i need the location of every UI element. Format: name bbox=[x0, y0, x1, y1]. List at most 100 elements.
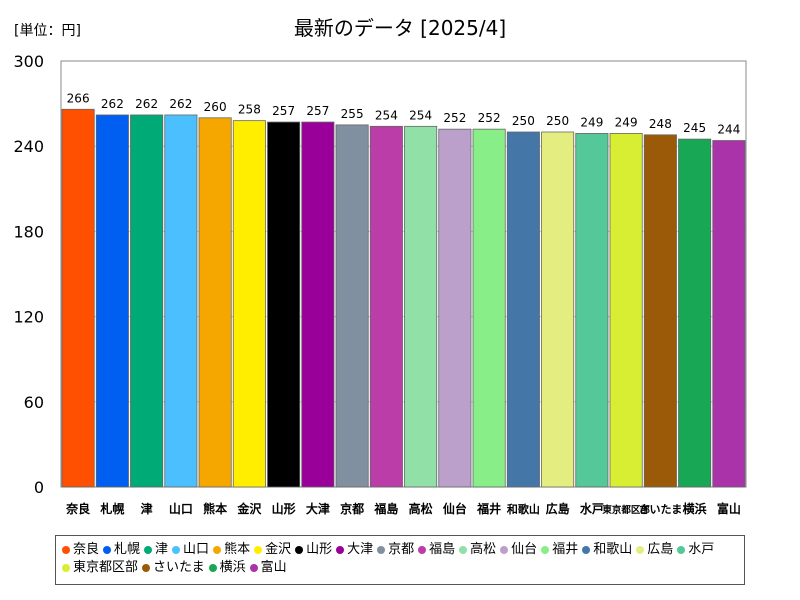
x-tick-label-2: 津 bbox=[141, 501, 153, 516]
data-label-2: 262 bbox=[135, 97, 158, 111]
bar-13 bbox=[506, 131, 540, 488]
legend: 奈良 札幌津山口 熊本 金沢 山形 大津 京都 福島 高松 仙台 福井 和歌山 広島 水戸 東京都区部 さいた… bbox=[55, 535, 745, 585]
x-tick-label-19: 富山 bbox=[717, 501, 741, 516]
data-label-8: 255 bbox=[341, 107, 364, 121]
data-label-12: 252 bbox=[478, 111, 501, 125]
chart-title: 最新のデータ [2025/4] bbox=[293, 16, 507, 40]
legend-item-5: 金沢 bbox=[254, 541, 291, 559]
bar-14 bbox=[541, 131, 575, 488]
x-tick-label-11: 仙台 bbox=[443, 501, 467, 516]
legend-label: 山形 bbox=[306, 542, 333, 557]
x-tick-label-7: 大津 bbox=[306, 501, 330, 516]
x-tick-label-13: 和歌山 bbox=[507, 502, 540, 516]
legend-label: 大津 bbox=[347, 542, 374, 557]
legend-dot-icon bbox=[144, 546, 153, 554]
bar-6 bbox=[267, 121, 301, 488]
bar-17 bbox=[643, 134, 677, 488]
bar-3 bbox=[164, 114, 198, 488]
data-label-17: 248 bbox=[649, 117, 672, 131]
bar-5 bbox=[232, 120, 266, 488]
legend-dot-icon bbox=[62, 564, 70, 572]
data-label-9: 254 bbox=[375, 108, 398, 122]
x-tick-label-18: 横浜 bbox=[683, 501, 707, 516]
legend-dot-icon bbox=[62, 546, 70, 554]
legend-dot-icon bbox=[636, 546, 645, 554]
data-label-5: 258 bbox=[238, 103, 261, 117]
y-tick-label: 120 bbox=[13, 308, 44, 327]
legend-label: 津 bbox=[155, 542, 169, 557]
legend-item-16: 東京都区部 bbox=[62, 559, 138, 577]
legend-dot-icon bbox=[582, 546, 591, 554]
legend-item-0: 奈良 bbox=[62, 541, 99, 559]
legend-item-2: 津 bbox=[144, 541, 168, 559]
plot-frame bbox=[60, 60, 747, 488]
x-tick-label-6: 山形 bbox=[272, 501, 296, 516]
legend-item-10: 高松 bbox=[459, 541, 496, 559]
bar-10 bbox=[404, 125, 438, 488]
legend-label: 高松 bbox=[470, 542, 497, 557]
legend-item-19: 富山 bbox=[249, 559, 287, 577]
unit-label: [単位：円] bbox=[14, 23, 81, 39]
y-tick-label: 300 bbox=[13, 52, 44, 71]
legend-label: 仙台 bbox=[511, 542, 538, 557]
legend-item-15: 水戸 bbox=[677, 541, 714, 559]
bar-12 bbox=[472, 128, 506, 488]
legend-dot-icon bbox=[459, 546, 468, 554]
data-label-6: 257 bbox=[272, 104, 295, 118]
x-tick-label-15: 水戸 bbox=[580, 501, 604, 516]
bar-8 bbox=[335, 124, 369, 488]
bar-11 bbox=[438, 128, 472, 488]
legend-item-6: 山形 bbox=[295, 541, 332, 559]
legend-label: 東京都区部 bbox=[73, 560, 139, 575]
data-label-1: 262 bbox=[101, 97, 124, 111]
x-tick-label-16: 東京都区部 bbox=[601, 504, 650, 516]
legend-label: さいたま bbox=[153, 560, 205, 575]
y-tick-label: 60 bbox=[24, 393, 44, 412]
y-tick-label: 180 bbox=[13, 222, 44, 241]
legend-item-7: 大津 bbox=[336, 541, 373, 559]
legend-item-1: 札幌 bbox=[103, 541, 140, 559]
legend-item-12: 福井 bbox=[541, 541, 578, 559]
data-label-14: 250 bbox=[546, 114, 569, 128]
x-tick-label-10: 高松 bbox=[409, 501, 433, 516]
legend-dot-icon bbox=[249, 564, 258, 572]
legend-dot-icon bbox=[254, 546, 263, 554]
legend-label: 札幌 bbox=[114, 542, 141, 557]
legend-label: 山口 bbox=[183, 542, 210, 557]
data-label-15: 249 bbox=[580, 115, 603, 129]
bar-7 bbox=[301, 121, 335, 488]
legend-item-17: さいたま bbox=[142, 559, 205, 577]
x-axis-labels: 奈良 札幌 津 山口 熊本 金沢 山形 大津 京都 福島 高松 仙台 福井 和歌山 広島 水戸東京都区部さいた… bbox=[65, 501, 741, 516]
legend-dot-icon bbox=[541, 546, 550, 554]
y-tick-label: 0 bbox=[34, 478, 44, 497]
legend-dot-icon bbox=[295, 546, 304, 554]
legend-label: 福島 bbox=[429, 542, 456, 557]
data-label-3: 262 bbox=[169, 97, 192, 111]
bars bbox=[61, 108, 746, 488]
y-tick-label: 240 bbox=[13, 137, 44, 156]
bar-15 bbox=[575, 133, 609, 488]
legend-item-8: 京都 bbox=[377, 541, 414, 559]
data-label-18: 245 bbox=[683, 121, 706, 135]
bar-4 bbox=[198, 117, 232, 488]
legend-label: 富山 bbox=[260, 560, 287, 575]
data-labels: 266 262 262 262 260 258 257 257 255 254 254 252 252 2… bbox=[67, 91, 741, 136]
legend-item-9: 福島 bbox=[418, 541, 455, 559]
bar-9 bbox=[369, 125, 403, 488]
legend-item-3: 山口 bbox=[172, 541, 209, 559]
y-axis-ticks: 0 60 120 180 240 300 bbox=[13, 52, 44, 497]
data-label-19: 244 bbox=[717, 123, 740, 137]
legend-label: 熊本 bbox=[224, 542, 251, 557]
legend-item-4: 熊本 bbox=[213, 541, 250, 559]
legend-dot-icon bbox=[213, 546, 222, 554]
legend-label: 水戸 bbox=[688, 542, 715, 557]
bar-chart: 0 60 120 180 240 300 奈良 札幌 津 山口 熊本 金沢 山形 大津 京都 福島 高松 仙台福… bbox=[13, 52, 747, 516]
data-label-13: 250 bbox=[512, 114, 535, 128]
legend-label: 広島 bbox=[647, 542, 674, 557]
legend-dot-icon bbox=[418, 546, 427, 554]
x-tick-label-5: 金沢 bbox=[236, 501, 262, 516]
legend-label: 金沢 bbox=[265, 542, 292, 557]
legend-label: 福井 bbox=[552, 542, 579, 557]
x-tick-label-3: 山口 bbox=[169, 501, 193, 516]
legend-item-18: 横浜 bbox=[208, 559, 246, 577]
